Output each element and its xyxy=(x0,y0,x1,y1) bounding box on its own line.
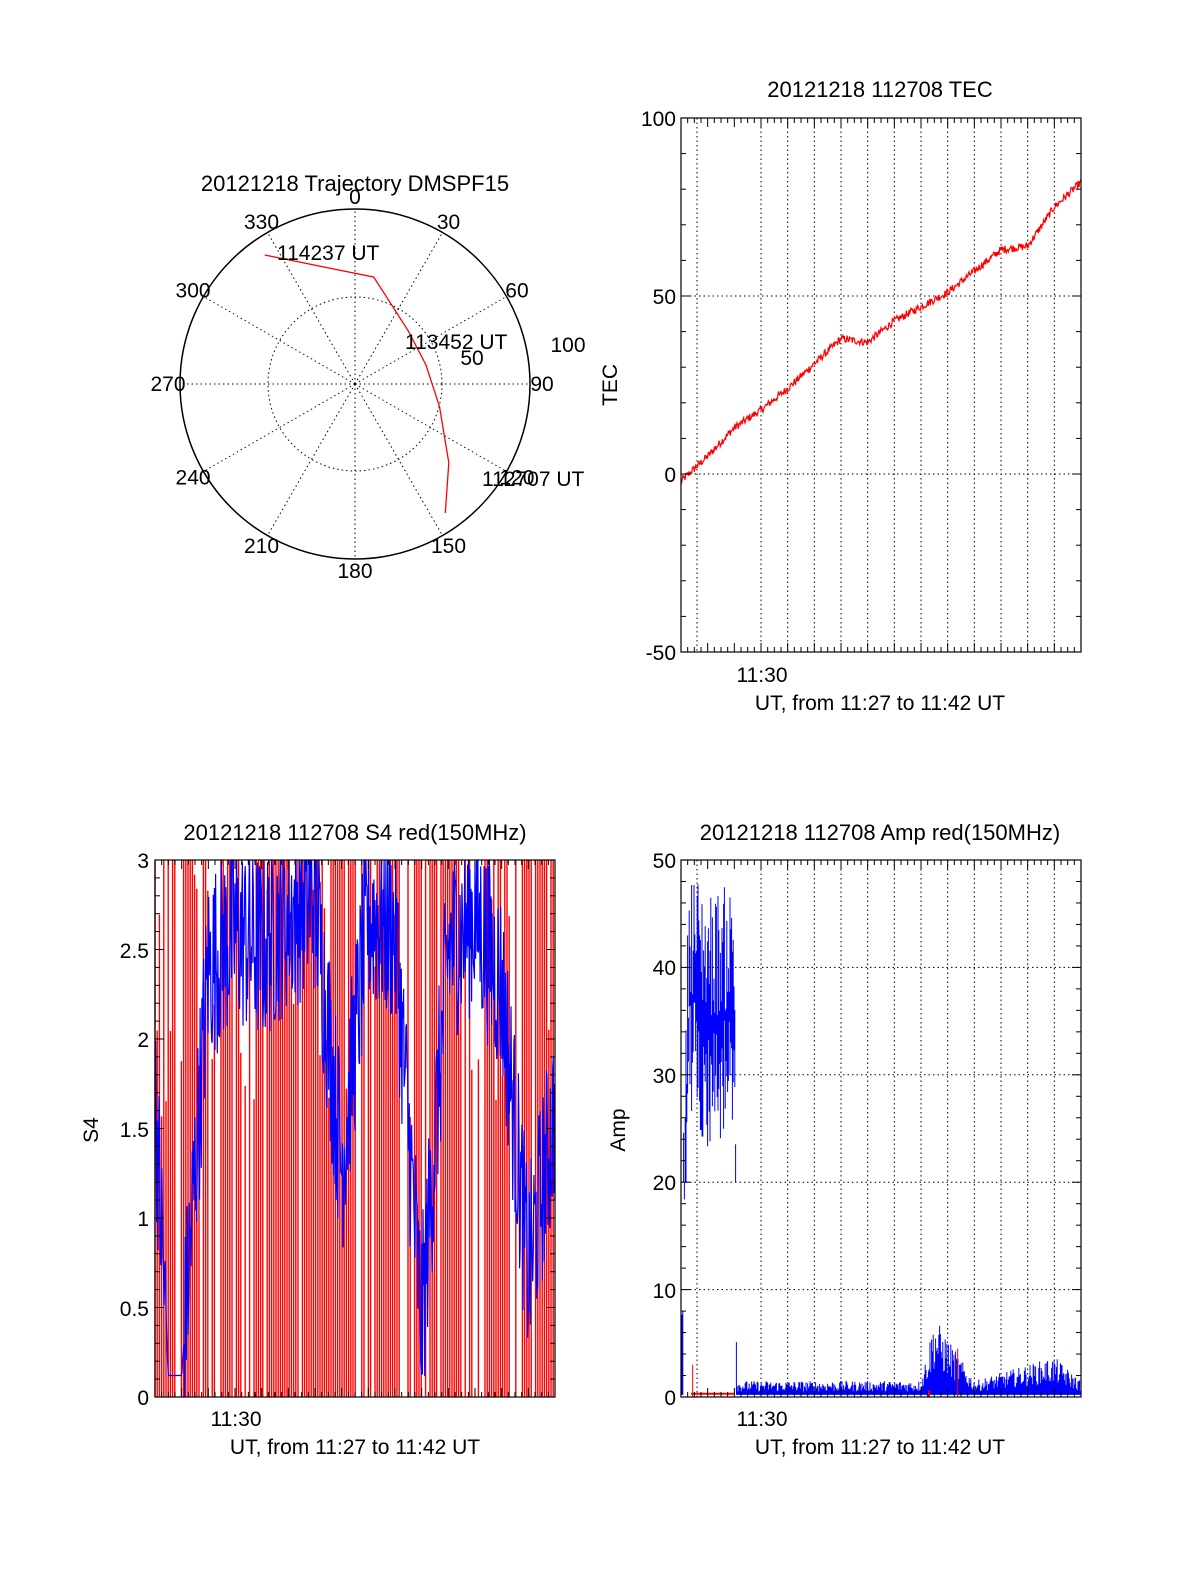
polar-trajectory-line xyxy=(264,254,450,514)
amp-xtick-1130: 11:30 xyxy=(737,1408,788,1431)
s4-blue-series-line xyxy=(154,859,556,1398)
polar-spoke xyxy=(203,296,356,385)
s4-xlabel: UT, from 11:27 to 11:42 UT xyxy=(230,1436,480,1459)
tec-grid xyxy=(681,118,1081,652)
polar-angle-labels: 0 30 60 90 120 150 180 210 240 270 300 330 xyxy=(150,186,553,583)
polar-angle-label: 210 xyxy=(244,535,279,558)
amp-blue-series xyxy=(681,884,1081,1395)
s4-ytick-0.5: 0.5 xyxy=(120,1298,149,1321)
tec-ticks xyxy=(680,117,1082,653)
polar-outer-circle xyxy=(179,208,531,560)
tec-series-line xyxy=(680,178,1082,485)
tec-xlabel: UT, from 11:27 to 11:42 UT xyxy=(755,692,1005,715)
s4-panel: 20121218 112708 S4 red(150MHz) 3 2.5 2 1… xyxy=(80,820,556,1459)
s4-ytick-1.5: 1.5 xyxy=(120,1119,149,1142)
s4-xtick-1130: 11:30 xyxy=(211,1408,262,1431)
polar-spoke xyxy=(203,383,356,472)
polar-angle-label: 300 xyxy=(176,280,211,303)
amp-title: 20121218 112708 Amp red(150MHz) xyxy=(700,820,1060,845)
polar-angle-label: 330 xyxy=(244,211,279,234)
tec-xtick-1130: 11:30 xyxy=(737,664,788,687)
s4-ytick-0: 0 xyxy=(137,1387,149,1410)
polar-panel: 20121218 Trajectory DMSPF15 0 30 60 90 120 15… xyxy=(150,171,585,583)
polar-angle-label: 90 xyxy=(530,373,553,396)
polar-title: 20121218 Trajectory DMSPF15 xyxy=(201,171,509,196)
tec-ylabel: TEC xyxy=(599,364,622,406)
amp-ytick-0: 0 xyxy=(664,1387,676,1410)
amp-ytick-10: 10 xyxy=(653,1280,676,1303)
amp-ytick-30: 30 xyxy=(653,1065,676,1088)
amp-ytick-40: 40 xyxy=(653,957,676,980)
amp-ytick-50: 50 xyxy=(653,850,676,873)
tec-panel: 20121218 112708 TEC 100 50 0 -50 11:30 U… xyxy=(599,77,1082,715)
polar-angle-label: 240 xyxy=(176,467,211,490)
amp-xlabel: UT, from 11:27 to 11:42 UT xyxy=(755,1436,1005,1459)
s4-title: 20121218 112708 S4 red(150MHz) xyxy=(183,820,526,845)
polar-radial-label-100: 100 xyxy=(550,334,585,357)
amp-blue-series-line xyxy=(681,884,1081,1395)
polar-angle-label: 150 xyxy=(431,535,466,558)
s4-ytick-2.5: 2.5 xyxy=(120,940,149,963)
polar-angle-label: 30 xyxy=(437,211,460,234)
s4-ytick-3: 3 xyxy=(137,850,149,873)
amp-red-series xyxy=(691,1348,959,1397)
polar-angle-label: 120 xyxy=(499,467,534,490)
tec-ytick-neg50: -50 xyxy=(646,642,676,665)
amp-panel: 20121218 112708 Amp red(150MHz) 50 40 30… xyxy=(607,820,1082,1459)
tec-ytick-50: 50 xyxy=(653,286,676,309)
polar-angle-label: 0 xyxy=(349,186,361,209)
polar-annotation-end: 114237 UT xyxy=(277,242,380,265)
tec-ytick-100: 100 xyxy=(641,108,676,131)
polar-annotation-start: 112707 UT xyxy=(482,468,585,491)
polar-angle-label: 180 xyxy=(337,560,372,583)
s4-ytick-2: 2 xyxy=(137,1029,149,1052)
amp-plot-frame xyxy=(680,859,1082,1398)
tec-ytick-0: 0 xyxy=(664,464,676,487)
amp-ylabel: Amp xyxy=(607,1108,630,1151)
polar-spoke xyxy=(267,383,356,536)
polar-angle-label: 60 xyxy=(505,280,528,303)
amp-grid xyxy=(681,860,1081,1397)
amp-ytick-20: 20 xyxy=(653,1172,676,1195)
polar-annotation-mid: 113452 UT xyxy=(405,331,508,354)
amp-ticks xyxy=(680,859,1082,1398)
polar-radial-label-50: 50 xyxy=(460,347,483,370)
polar-angle-label: 270 xyxy=(150,373,185,396)
tec-plot-frame xyxy=(680,117,1082,653)
s4-ylabel: S4 xyxy=(80,1117,103,1143)
tec-title: 20121218 112708 TEC xyxy=(767,77,993,102)
s4-ticks xyxy=(154,859,556,1398)
s4-ytick-1: 1 xyxy=(137,1208,149,1231)
